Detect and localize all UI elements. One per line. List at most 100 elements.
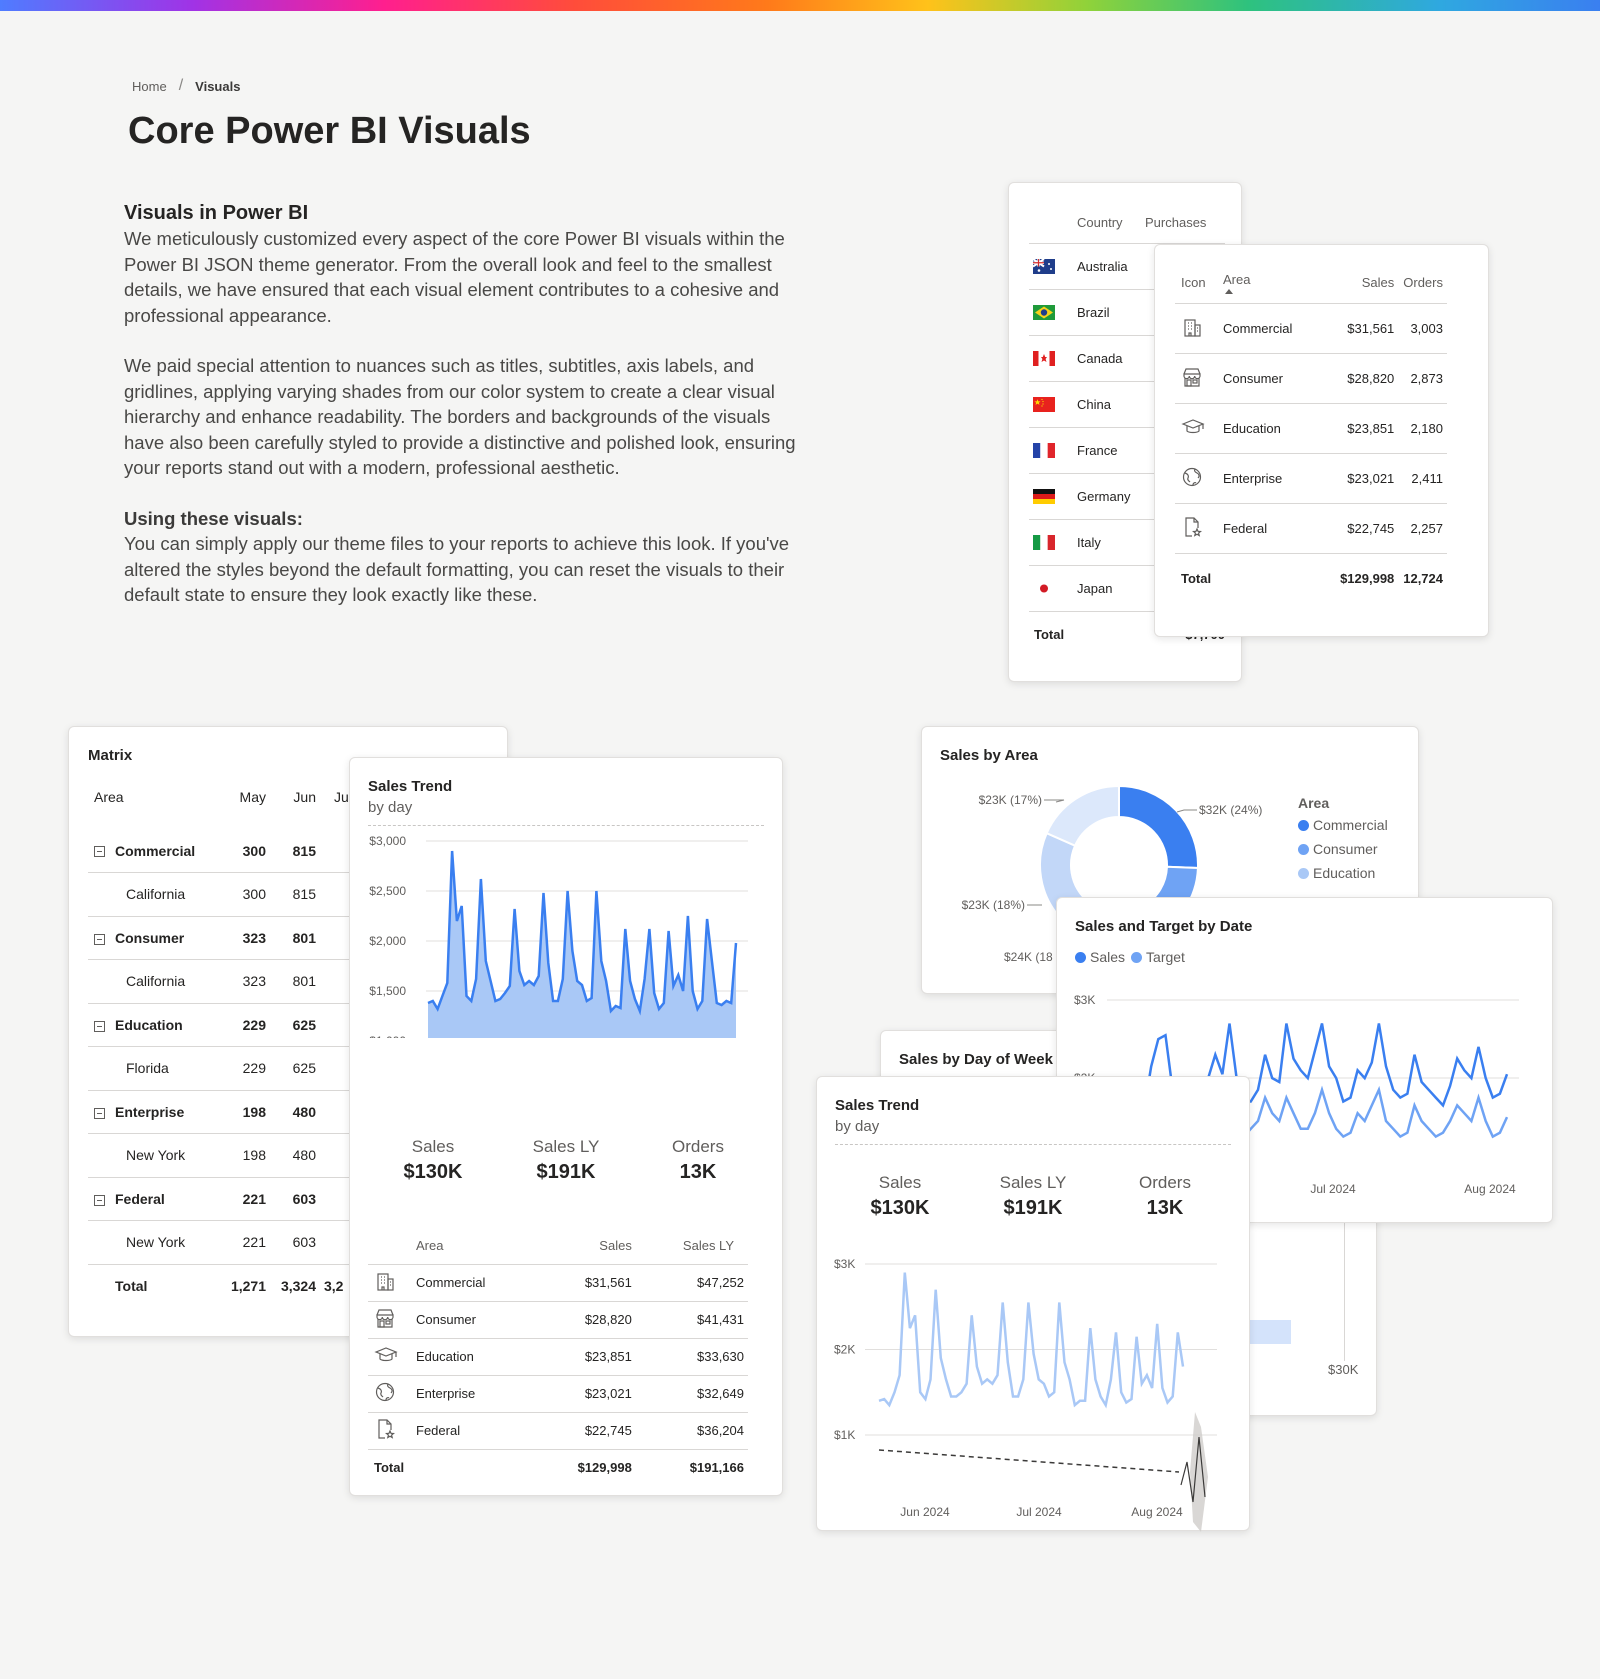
column-header-icon[interactable]: Icon	[1181, 275, 1206, 291]
dow-gridline	[1344, 1221, 1345, 1361]
legend-label: Commercial	[1313, 817, 1388, 833]
st-header-sales-ly[interactable]: Sales LY	[682, 1238, 734, 1254]
matrix-cell-jun: 480	[270, 1133, 320, 1178]
australia-flag	[1032, 258, 1055, 275]
slice-label: $23K (17%)	[979, 793, 1042, 807]
st-sales-ly: $32,649	[635, 1374, 748, 1412]
area-row[interactable]: Federal $22,745 2,257	[1175, 502, 1447, 553]
breadcrumb: Home / Visuals	[132, 77, 240, 95]
legend-title: Area	[1298, 795, 1330, 811]
area-total-orders: 12,724	[1394, 552, 1447, 603]
st-row[interactable]: Commercial $31,561 $47,252	[368, 1263, 748, 1301]
matrix-group-row[interactable]: Education 229 625	[88, 1003, 418, 1047]
st-row[interactable]: Enterprise $23,021 $32,649	[368, 1374, 748, 1412]
title-divider	[835, 1144, 1231, 1145]
donut-slice	[1045, 784, 1120, 847]
breadcrumb-home[interactable]: Home	[132, 78, 167, 94]
slice-label: $24K (18	[1004, 950, 1053, 964]
kpi-sales: Sales $130K	[378, 1136, 488, 1186]
area-row[interactable]: Enterprise $23,021 2,411	[1175, 452, 1447, 503]
matrix-row-label: Florida	[88, 1046, 220, 1091]
st-header-sales[interactable]: Sales	[599, 1238, 632, 1254]
y-tick-label: $3,000	[369, 834, 406, 848]
collapse-icon[interactable]	[94, 933, 105, 945]
y-tick-label: $1,500	[369, 984, 406, 998]
graduation-cap-icon	[1181, 416, 1205, 441]
column-header-sales[interactable]: Sales	[1361, 275, 1395, 291]
matrix-total-may: 1,271	[230, 1278, 266, 1294]
y-tick-label: $2,000	[369, 934, 406, 948]
st-area: Education	[416, 1337, 536, 1375]
matrix-header-area[interactable]: Area	[94, 789, 124, 805]
st-sales-ly: $33,630	[635, 1337, 748, 1375]
area-name: Education	[1223, 402, 1329, 453]
st-sales: $31,561	[535, 1263, 636, 1301]
column-header-orders[interactable]: Orders	[1403, 275, 1443, 291]
graduation-cap-icon	[374, 1344, 398, 1369]
matrix-cell-jun: 603	[270, 1177, 320, 1221]
kpi-sales: Sales $130K	[845, 1172, 955, 1222]
area-sales: $23,021	[1329, 452, 1395, 503]
collapse-icon[interactable]	[94, 1020, 105, 1032]
matrix-header-jul[interactable]: Jul	[334, 789, 352, 805]
legend-target[interactable]: Target	[1131, 949, 1185, 965]
st-sales: $22,745	[535, 1411, 636, 1449]
sales-by-area-title: Sales by Area	[940, 747, 1038, 764]
matrix-child-row[interactable]: California 323 801	[88, 959, 418, 1004]
y-tick-label: $2,500	[369, 884, 406, 898]
building-icon	[374, 1270, 396, 1295]
x-tick-label: Aug 2024	[1464, 1182, 1516, 1196]
title-divider	[368, 825, 764, 826]
st-sales: $23,851	[535, 1337, 636, 1375]
legend-commercial[interactable]: Commercial	[1298, 817, 1388, 833]
st-area: Commercial	[416, 1263, 536, 1301]
matrix-cell-jun: 815	[270, 829, 320, 873]
area-sales: $31,561	[1329, 302, 1395, 353]
series-line	[878, 1272, 1185, 1409]
matrix-cell-may: 229	[220, 1003, 270, 1047]
legend-sales[interactable]: Sales	[1075, 949, 1125, 965]
matrix-cell-jun: 603	[270, 1220, 320, 1265]
forecast-line	[1180, 1436, 1206, 1503]
st-area: Federal	[416, 1411, 536, 1449]
collapse-icon[interactable]	[94, 1194, 105, 1206]
area-sales: $23,851	[1329, 402, 1395, 453]
legend-consumer[interactable]: Consumer	[1298, 841, 1388, 857]
matrix-header-may[interactable]: May	[239, 789, 266, 805]
x-tick-label: Jul 2024	[1016, 1505, 1062, 1519]
column-header-country[interactable]: Country	[1077, 215, 1123, 231]
x-tick-label: Jun 2024	[900, 1505, 950, 1519]
st-row[interactable]: Education $23,851 $33,630	[368, 1337, 748, 1375]
area-row[interactable]: Consumer $28,820 2,873	[1175, 352, 1447, 403]
intro-paragraph-1: We meticulously customized every aspect …	[124, 228, 785, 326]
st-total-sales: $129,998	[535, 1448, 636, 1486]
st-row[interactable]: Consumer $28,820 $41,431	[368, 1300, 748, 1338]
column-header-area[interactable]: Area	[1223, 263, 1329, 303]
legend-label: Education	[1313, 865, 1376, 881]
y-tick-label: $3K	[834, 1257, 855, 1271]
x-tick-label: Aug 2024	[1131, 1505, 1183, 1519]
st-row[interactable]: Federal $22,745 $36,204	[368, 1411, 748, 1449]
area-row[interactable]: Commercial $31,561 3,003	[1175, 302, 1447, 353]
matrix-group-row[interactable]: Consumer 323 801	[88, 916, 418, 960]
matrix-cell-jun: 801	[270, 916, 320, 960]
area-sales: $28,820	[1329, 352, 1395, 403]
series-area	[428, 851, 736, 1038]
column-header-purchases[interactable]: Purchases	[1145, 215, 1207, 231]
collapse-icon[interactable]	[94, 846, 105, 858]
kpi-sales-label: Sales	[878, 1173, 922, 1192]
store-icon	[374, 1307, 396, 1332]
legend-education[interactable]: Education	[1298, 865, 1388, 881]
st-total-label: Total	[368, 1448, 536, 1486]
matrix-header-jun[interactable]: Jun	[293, 789, 316, 805]
document-star-icon	[374, 1418, 396, 1443]
area-row[interactable]: Education $23,851 2,180	[1175, 402, 1447, 453]
japan-flag	[1033, 581, 1055, 597]
st-header-area[interactable]: Area	[416, 1238, 444, 1254]
area-name: Federal	[1223, 502, 1329, 553]
kpi-orders: Orders 13K	[1110, 1172, 1220, 1222]
collapse-icon[interactable]	[94, 1107, 105, 1119]
matrix-cell-may: 323	[220, 959, 270, 1004]
slice-label: $23K (18%)	[962, 898, 1025, 912]
st-area: Enterprise	[416, 1374, 536, 1412]
